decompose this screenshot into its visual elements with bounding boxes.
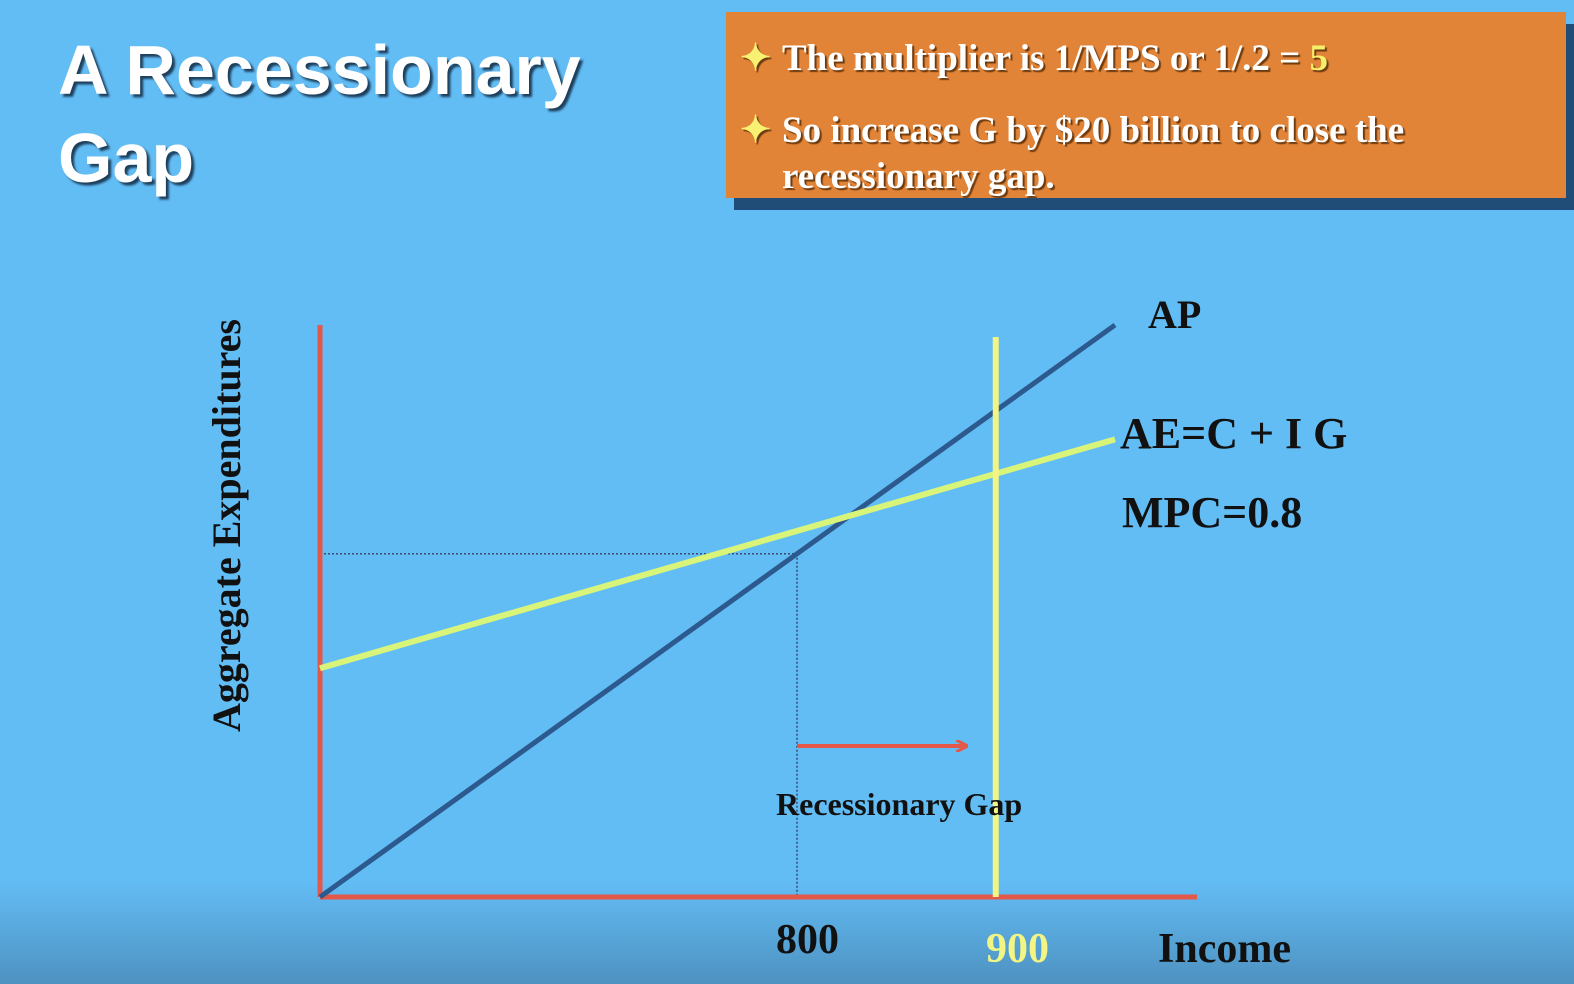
title-line-1: A Recessionary [58, 31, 581, 109]
mpc-annotation: MPC=0.8 [1122, 488, 1302, 537]
recessionary-gap-label: Recessionary Gap [776, 786, 1022, 822]
note-text: The multiplier is 1/MPS or 1/.2 = 5 [782, 36, 1552, 82]
y-axis-label: Aggregate Expenditures [204, 319, 249, 732]
notes-box: ✦ The multiplier is 1/MPS or 1/.2 = 5 ✦ … [726, 12, 1566, 198]
series-line-ae [319, 436, 1116, 672]
series-label-ae: AE=C + I G [1120, 409, 1347, 458]
star-bullet-icon: ✦ [740, 110, 772, 151]
x-tick-800: 800 [776, 917, 839, 963]
x-tick-900: 900 [986, 926, 1049, 972]
multiplier-value: 5 [1309, 38, 1328, 79]
title-line-2: Gap [58, 119, 195, 197]
series-label-ap: AP [1148, 292, 1201, 337]
slide-title: A Recessionary Gap [58, 26, 581, 202]
x-axis-label: Income [1158, 926, 1291, 972]
star-bullet-icon: ✦ [740, 38, 772, 79]
note-text: So increase G by $20 billion to close th… [782, 110, 1405, 197]
note-text-main: The multiplier is 1/MPS or 1/.2 = [782, 38, 1310, 79]
series-line-ap [318, 322, 1117, 900]
